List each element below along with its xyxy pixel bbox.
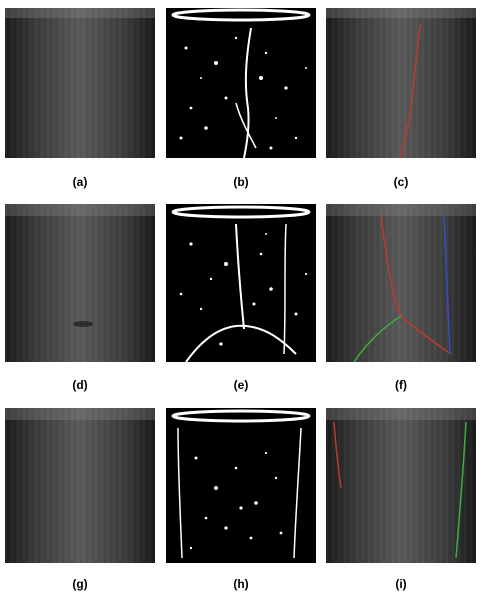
panel-g-image: [5, 408, 155, 563]
panel-h-image: [166, 408, 316, 563]
panel-g-svg: [5, 408, 155, 563]
panel-e-image: [166, 204, 316, 362]
panel-i-label: (i): [395, 577, 407, 591]
panel-g-label: (g): [72, 577, 88, 591]
panel-a-label: (a): [72, 175, 88, 189]
panel-f-image: [326, 204, 476, 362]
panel-c-image: [326, 8, 476, 158]
panel-b-label: (b): [233, 175, 249, 189]
panel-e-svg: [166, 204, 316, 362]
panel-f-svg: [326, 204, 476, 362]
panel-a-image: [5, 8, 155, 158]
panel-i-image: [326, 408, 476, 563]
panel-c-label: (c): [393, 175, 409, 189]
panel-f-label: (f): [395, 378, 407, 392]
panel-e-label: (e): [233, 378, 249, 392]
panel-h-svg: [166, 408, 316, 563]
panel-d-label: (d): [72, 378, 88, 392]
panel-c-svg: [326, 8, 476, 158]
panel-b-image: [166, 8, 316, 158]
panel-a-svg: [5, 8, 155, 158]
panel-d-image: [5, 204, 155, 362]
panel-i-svg: [326, 408, 476, 563]
panel-b-svg: [166, 8, 316, 158]
panel-h-label: (h): [233, 577, 249, 591]
panel-d-svg: [5, 204, 155, 362]
